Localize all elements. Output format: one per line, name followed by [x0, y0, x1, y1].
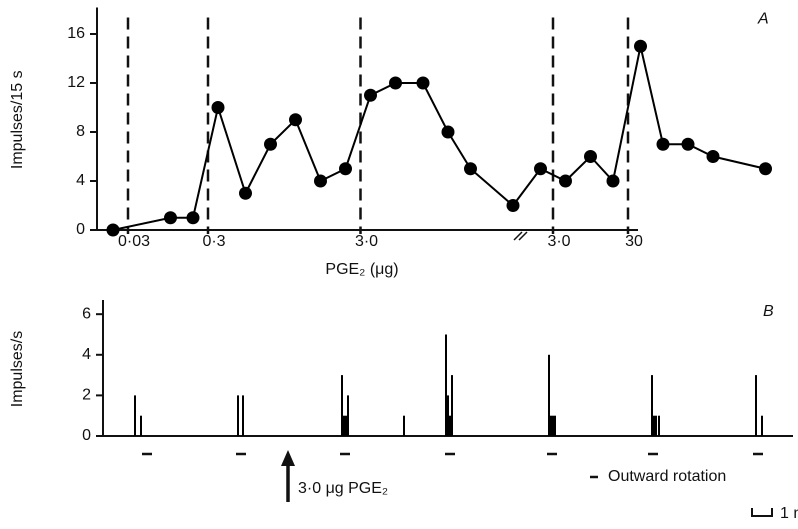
- data-point: [339, 162, 352, 176]
- y-axis-label: Impulses/15 s: [9, 70, 26, 169]
- data-point: [106, 223, 120, 237]
- data-point: [656, 137, 670, 151]
- data-point: [239, 186, 252, 200]
- scale-bar-label: 1 min: [780, 505, 798, 522]
- x-axis-label: PGE₂ (μg): [325, 261, 398, 278]
- data-point: [164, 211, 177, 225]
- x-tick-label: 3·0: [355, 233, 378, 250]
- data-point: [534, 162, 547, 176]
- y-tick-label: 0: [76, 221, 85, 238]
- data-point: [559, 174, 572, 188]
- data-point: [681, 137, 695, 151]
- y-tick-label: 2: [82, 387, 91, 404]
- data-point: [364, 88, 377, 102]
- x-tick-label: 0·3: [202, 233, 225, 250]
- x-tick-label: 3·0: [547, 233, 570, 250]
- data-point: [264, 137, 277, 151]
- y-tick-label: 16: [67, 25, 85, 42]
- data-point: [441, 125, 455, 139]
- scale-bar: [751, 508, 773, 517]
- data-line: [112, 46, 766, 231]
- data-point: [211, 101, 225, 114]
- legend-label: Outward rotation: [608, 468, 726, 485]
- x-tick-label: 0·03: [118, 233, 150, 250]
- arrow-head: [281, 450, 295, 466]
- y-tick-label: 4: [76, 172, 85, 189]
- panel-label: A: [757, 11, 769, 28]
- y-axis-label: Impulses/s: [9, 331, 26, 407]
- data-point: [314, 174, 327, 188]
- annotation-label: 3·0 μg PGE₂: [298, 480, 388, 497]
- data-point: [464, 162, 477, 176]
- data-point: [289, 113, 302, 127]
- data-point: [584, 150, 597, 163]
- y-tick-label: 4: [82, 346, 91, 363]
- data-point: [186, 211, 200, 225]
- data-point: [506, 199, 520, 212]
- data-point: [634, 39, 647, 53]
- y-tick-label: 12: [67, 74, 85, 91]
- y-tick-label: 0: [82, 427, 91, 444]
- data-point: [706, 150, 720, 163]
- y-tick-label: 6: [82, 305, 91, 322]
- data-point: [389, 76, 402, 90]
- data-point: [759, 162, 772, 176]
- data-point: [606, 174, 620, 188]
- axis-break: [513, 231, 528, 241]
- panel-label: B: [763, 303, 774, 320]
- y-tick-label: 8: [76, 123, 85, 140]
- data-point: [416, 76, 430, 90]
- x-tick-label: 30: [625, 233, 643, 250]
